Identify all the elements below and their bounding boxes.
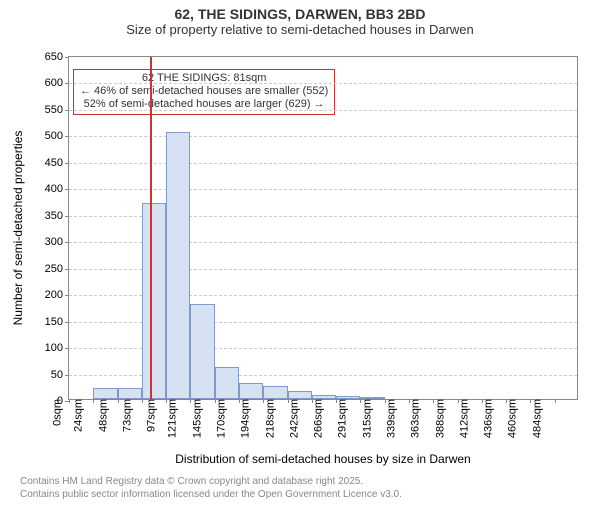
x-tick-label: 291sqm xyxy=(333,399,349,438)
x-tick-label: 363sqm xyxy=(406,399,422,438)
x-tick-label: 194sqm xyxy=(236,399,252,438)
histogram-bar xyxy=(239,383,263,399)
y-axis-title: Number of semi-detached properties xyxy=(11,131,25,326)
annotation-line-2: ← 46% of semi-detached houses are smalle… xyxy=(80,85,328,98)
x-tick-label: 48sqm xyxy=(93,399,109,432)
footer-line-2: Contains public sector information licen… xyxy=(20,489,402,500)
footer-line-1: Contains HM Land Registry data © Crown c… xyxy=(20,476,363,487)
y-tick-label: 500 xyxy=(45,130,69,142)
y-tick-label: 200 xyxy=(45,289,69,301)
y-tick-label: 650 xyxy=(45,51,69,63)
x-tick-label: 121sqm xyxy=(163,399,179,438)
chart-plot-area: 62 THE SIDINGS: 81sqm ← 46% of semi-deta… xyxy=(68,56,578,400)
histogram-bar xyxy=(118,388,142,399)
grid-line xyxy=(69,189,577,190)
histogram-bar xyxy=(288,391,312,399)
y-tick-label: 350 xyxy=(45,210,69,222)
y-tick-label: 300 xyxy=(45,236,69,248)
reference-line xyxy=(150,57,152,399)
x-tick-label: 97sqm xyxy=(142,399,158,432)
grid-line xyxy=(69,136,577,137)
x-tick-label: 315sqm xyxy=(357,399,373,438)
x-tick-label: 242sqm xyxy=(284,399,300,438)
chart-title-line1: 62, THE SIDINGS, DARWEN, BB3 2BD xyxy=(0,6,600,22)
x-axis-title: Distribution of semi-detached houses by … xyxy=(175,452,470,466)
histogram-bar xyxy=(263,386,287,399)
y-tick-label: 100 xyxy=(45,342,69,354)
x-tick-label: 73sqm xyxy=(117,399,133,432)
chart-title-line2: Size of property relative to semi-detach… xyxy=(0,22,600,37)
x-tick-label: 412sqm xyxy=(454,399,470,438)
x-tick-label: 460sqm xyxy=(503,399,519,438)
x-tick-label: 0sqm xyxy=(48,399,64,426)
histogram-bar xyxy=(215,367,239,399)
x-tick-label: 266sqm xyxy=(309,399,325,438)
y-tick-label: 50 xyxy=(51,369,69,381)
y-tick-label: 450 xyxy=(45,157,69,169)
x-tick-label: 339sqm xyxy=(381,399,397,438)
x-tick-label: 170sqm xyxy=(211,399,227,438)
grid-line xyxy=(69,163,577,164)
y-tick-label: 250 xyxy=(45,263,69,275)
x-tick-label: 484sqm xyxy=(527,399,543,438)
histogram-bar xyxy=(190,304,214,399)
x-tick-label: 24sqm xyxy=(69,399,85,432)
y-tick-label: 150 xyxy=(45,316,69,328)
y-tick-label: 600 xyxy=(45,77,69,89)
x-tick-label: 218sqm xyxy=(260,399,276,438)
grid-line xyxy=(69,83,577,84)
y-tick-label: 400 xyxy=(45,183,69,195)
annotation-box: 62 THE SIDINGS: 81sqm ← 46% of semi-deta… xyxy=(73,69,335,115)
x-tick-label: 145sqm xyxy=(187,399,203,438)
y-tick-label: 550 xyxy=(45,104,69,116)
histogram-bar xyxy=(166,132,190,399)
x-tick-label: 388sqm xyxy=(430,399,446,438)
histogram-bar xyxy=(93,388,117,399)
x-tick-mark xyxy=(555,399,556,403)
histogram-bar xyxy=(142,203,166,399)
x-tick-label: 436sqm xyxy=(479,399,495,438)
grid-line xyxy=(69,110,577,111)
